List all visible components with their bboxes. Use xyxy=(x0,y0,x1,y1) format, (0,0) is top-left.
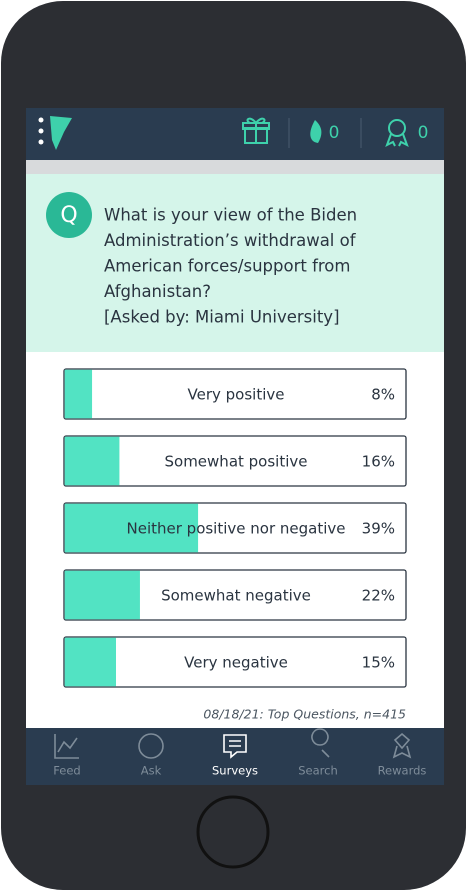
nav-label[interactable]: Surveys xyxy=(212,764,258,778)
nav-label[interactable]: Search xyxy=(298,764,338,778)
menu-logo[interactable] xyxy=(38,116,73,150)
question-text: [Asked by: Miami University] xyxy=(104,308,340,327)
option-bar xyxy=(64,369,93,419)
separator xyxy=(26,160,444,174)
option-label: Very negative xyxy=(184,654,288,672)
question-icon-bg xyxy=(46,192,92,238)
question-text: Afghanistan? xyxy=(104,282,211,301)
streak-icon xyxy=(310,120,322,143)
home-button[interactable] xyxy=(196,795,270,869)
question-text: American forces/support from xyxy=(104,257,350,276)
nav-label[interactable]: Feed xyxy=(53,764,80,778)
streak-count: 0 xyxy=(329,123,340,143)
question-icon: Q xyxy=(60,203,77,228)
nav-icon xyxy=(54,734,79,759)
gift-icon[interactable] xyxy=(242,117,270,144)
option-box[interactable] xyxy=(63,368,407,420)
footnote: 08/18/21: Top Questions, n=415 xyxy=(203,707,406,722)
option-bar xyxy=(64,570,140,620)
bottom-nav xyxy=(26,728,444,785)
option-bar xyxy=(64,503,199,553)
option-bar xyxy=(64,436,120,486)
option-box[interactable] xyxy=(63,636,407,688)
option-label: Somewhat negative xyxy=(161,587,311,605)
option-percent: 39% xyxy=(362,520,395,538)
nav-icon xyxy=(223,734,247,759)
option-percent: 22% xyxy=(362,587,395,605)
nav-label[interactable]: Rewards xyxy=(378,764,427,778)
option-percent: 8% xyxy=(371,386,395,404)
option-percent: 16% xyxy=(362,453,395,471)
question-text: What is your view of the Biden xyxy=(104,206,357,225)
nav-icon xyxy=(392,732,412,759)
nav-label[interactable]: Ask xyxy=(141,764,162,778)
option-bar xyxy=(64,637,116,687)
nav-icon xyxy=(138,733,164,759)
option-label: Somewhat positive xyxy=(165,453,308,471)
option-label: Very positive xyxy=(188,386,285,404)
option-box[interactable] xyxy=(63,435,407,487)
option-percent: 15% xyxy=(362,654,395,672)
rewards-icon[interactable] xyxy=(385,119,409,148)
question-text: Administration’s withdrawal of xyxy=(104,231,357,250)
option-box[interactable] xyxy=(63,569,407,621)
question-panel xyxy=(26,174,444,352)
option-label: Neither positive nor negative xyxy=(127,520,346,538)
rewards-count: 0 xyxy=(418,123,429,143)
nav-icon xyxy=(311,728,330,758)
top-bar xyxy=(26,108,444,160)
